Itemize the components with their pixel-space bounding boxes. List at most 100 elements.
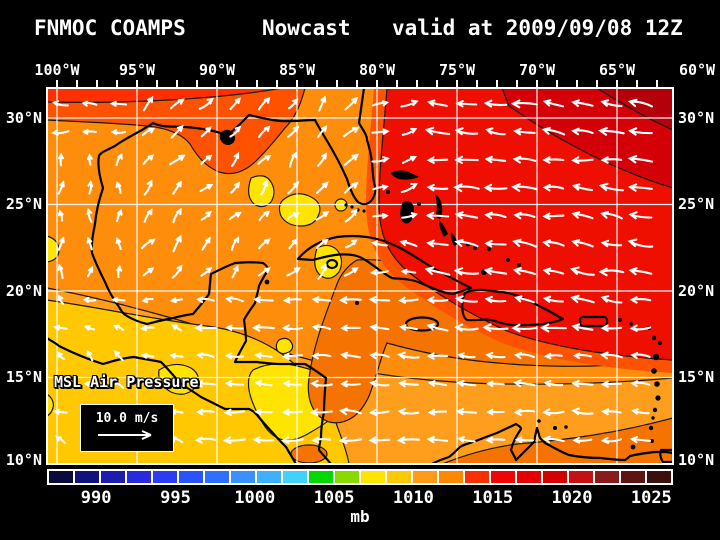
lon-tick — [236, 80, 238, 87]
wind-arrow — [397, 351, 420, 360]
wind-arrow — [315, 238, 329, 249]
colorbar-tick-1005: 1005 — [313, 488, 355, 508]
wind-arrow — [629, 324, 652, 332]
bahamas-exuma — [439, 220, 448, 237]
wind-arrow — [484, 239, 507, 248]
colorbar-tick-990: 990 — [80, 488, 112, 508]
wind-arrow — [628, 211, 653, 220]
wind-arrow — [542, 435, 565, 444]
wind-arrow — [486, 408, 505, 416]
wind-arrow — [371, 240, 388, 247]
lon-tick — [96, 80, 98, 87]
wind-arrow — [628, 127, 653, 136]
wind-arrow — [252, 436, 275, 444]
wind-arrow — [230, 152, 240, 168]
wind-arrow — [457, 352, 476, 359]
wind-arrow — [53, 408, 68, 415]
wind-arrow — [571, 99, 594, 108]
wind-arrow — [169, 352, 184, 359]
lon-tick — [556, 80, 558, 87]
wind-arrow — [453, 267, 480, 276]
wind-arrow — [288, 238, 298, 250]
wind-arrow — [369, 323, 390, 331]
wind-arrow — [141, 127, 156, 137]
wind-arrow — [115, 152, 123, 167]
wind-arrow — [115, 236, 122, 251]
wind-arrow — [142, 154, 155, 166]
wind-arrow — [485, 351, 506, 360]
wind-vectors — [51, 95, 654, 446]
wind-arrow — [343, 126, 360, 138]
wind-arrow — [454, 323, 479, 332]
lat-label-right-25N: 25°N — [678, 195, 715, 213]
wind-arrow — [224, 352, 245, 360]
wind-arrow — [344, 96, 359, 111]
wind-arrow — [396, 436, 421, 445]
wind-arrow — [454, 155, 479, 165]
wind-arrow — [55, 435, 67, 445]
wind-arrow — [397, 407, 420, 416]
wind-arrow — [600, 380, 623, 388]
wind-arrow — [424, 126, 451, 136]
region-dark-red-corner — [501, 88, 673, 189]
wind-arrow — [372, 100, 390, 107]
pressure-colorbar — [47, 469, 673, 485]
lon-tick — [416, 80, 418, 87]
wind-arrow — [196, 352, 215, 359]
wind-arrow — [140, 325, 155, 332]
lon-label-90W: 90°W — [198, 61, 236, 79]
wind-arrow — [600, 324, 623, 332]
wind-arrow — [52, 324, 68, 331]
wind-arrow — [571, 379, 594, 388]
colorbar-tick-995: 995 — [160, 488, 191, 508]
wind-arrow — [140, 238, 156, 250]
coast-puerto-rico — [578, 315, 609, 328]
wind-arrow — [196, 296, 215, 304]
wind-arrow — [513, 127, 536, 136]
wind-arrow — [571, 407, 594, 416]
wind-arrow — [257, 267, 271, 277]
wind-arrow — [399, 324, 418, 331]
lon-tick — [256, 80, 258, 87]
wind-arrow — [454, 127, 479, 136]
colorbar-cell-20 — [569, 471, 593, 483]
lon-tick — [576, 80, 578, 87]
wind-arrow — [110, 129, 127, 135]
wind-scale-legend: 10.0 m/s — [80, 404, 174, 452]
wind-arrow — [315, 211, 330, 221]
wind-arrow — [86, 349, 94, 362]
wind-arrow — [254, 380, 273, 387]
colorbar-cell-3 — [127, 471, 151, 483]
wind-arrow — [542, 156, 565, 164]
wind-arrow — [143, 179, 153, 196]
wind-arrow — [169, 297, 184, 304]
wind-arrow — [340, 380, 361, 388]
wind-arrow — [627, 183, 653, 192]
wind-arrow — [598, 126, 625, 136]
wind-arrow — [483, 183, 508, 192]
wind-arrow — [230, 236, 240, 251]
wind-arrow — [86, 153, 93, 166]
wind-arrow — [171, 324, 183, 332]
wind-arrow — [86, 236, 93, 251]
wind-arrow — [571, 127, 594, 136]
pressure-wind-map — [47, 88, 673, 464]
wind-arrow — [86, 265, 94, 278]
wind-arrow — [543, 352, 563, 360]
wind-arrow — [372, 212, 389, 219]
wind-arrow — [542, 408, 565, 416]
wind-arrow — [401, 212, 418, 219]
wind-arrow — [542, 184, 565, 192]
wind-arrow — [82, 296, 97, 303]
wind-arrow — [424, 266, 451, 276]
lon-tick — [276, 80, 278, 87]
colorbar-tick-1020: 1020 — [551, 488, 593, 508]
pressure-field-regions — [47, 88, 673, 464]
wind-arrow — [600, 436, 623, 444]
wind-arrow — [571, 183, 594, 192]
title-valid-time: valid at 2009/09/08 12Z — [392, 16, 683, 40]
lon-tick — [336, 80, 338, 87]
wind-arrow — [169, 154, 186, 166]
region-top-red-strip — [47, 88, 283, 103]
